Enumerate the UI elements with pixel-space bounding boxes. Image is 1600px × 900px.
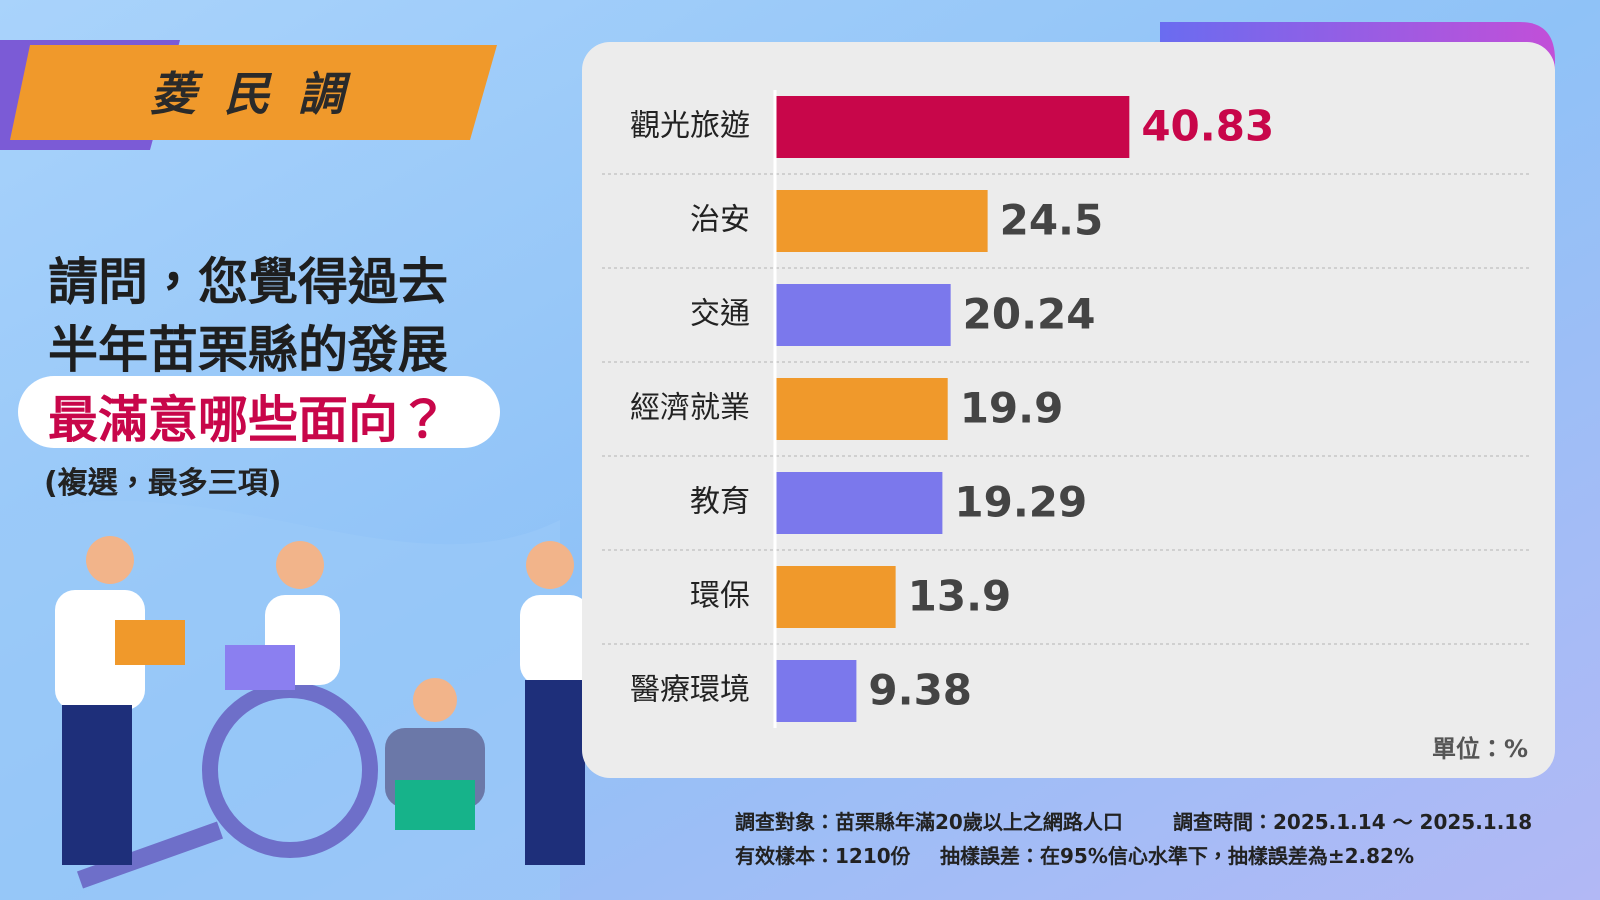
person-body <box>520 595 590 685</box>
magnifier-handle <box>76 821 224 889</box>
laptop <box>115 620 185 665</box>
person-head <box>86 536 134 584</box>
category-label: 觀光旅遊 <box>630 109 750 144</box>
value-label: 24.5 <box>1000 196 1104 245</box>
question-line: 請問，您覺得過去 <box>48 253 448 311</box>
person-legs <box>525 680 585 865</box>
person-head <box>276 541 324 589</box>
person-head <box>413 678 457 722</box>
bar <box>775 378 948 440</box>
category-label: 治安 <box>690 203 750 238</box>
category-label: 環保 <box>690 579 750 614</box>
bar <box>775 96 1130 158</box>
value-label: 13.9 <box>908 572 1012 621</box>
bar <box>775 190 988 252</box>
value-label: 19.9 <box>960 384 1064 433</box>
laptop <box>395 780 475 830</box>
chart: 觀光旅遊 40.83 治安 24.5 交通 20.24 經濟就業 19.9 教育 19.29 環保 1… <box>602 90 1532 763</box>
value-label: 40.83 <box>1141 102 1274 151</box>
bar <box>775 284 951 346</box>
unit-note: 單位：% <box>1432 735 1528 763</box>
question-line: 半年苗栗縣的發展 <box>48 321 448 379</box>
laptop <box>225 645 295 690</box>
person-legs <box>62 705 132 865</box>
person-head <box>526 541 574 589</box>
value-label: 20.24 <box>963 290 1096 339</box>
illustration <box>55 536 590 889</box>
banner <box>10 45 497 140</box>
category-label: 經濟就業 <box>630 391 750 426</box>
value-label: 19.29 <box>954 478 1087 527</box>
highlight-pill <box>18 376 500 448</box>
category-label: 醫療環境 <box>630 673 750 708</box>
footnote: 抽樣誤差：在95%信心水準下，抽樣誤差為±2.82% <box>940 844 1415 868</box>
footnote: 有效樣本：1210份 <box>735 844 911 868</box>
brand: 菱民調 <box>150 67 372 121</box>
question-highlight: 最滿意哪些面向？ <box>48 391 448 449</box>
footnote: 調查對象：苗栗縣年滿20歲以上之網路人口 <box>735 810 1123 834</box>
category-label: 交通 <box>690 297 750 332</box>
bar <box>775 472 943 534</box>
value-label: 9.38 <box>868 666 972 715</box>
footnote: 調查時間：2025.1.14 ～ 2025.1.18 <box>1173 810 1533 834</box>
bar <box>775 566 896 628</box>
bar <box>775 660 857 722</box>
category-label: 教育 <box>690 485 750 520</box>
question-note: (複選，最多三項) <box>44 466 282 501</box>
